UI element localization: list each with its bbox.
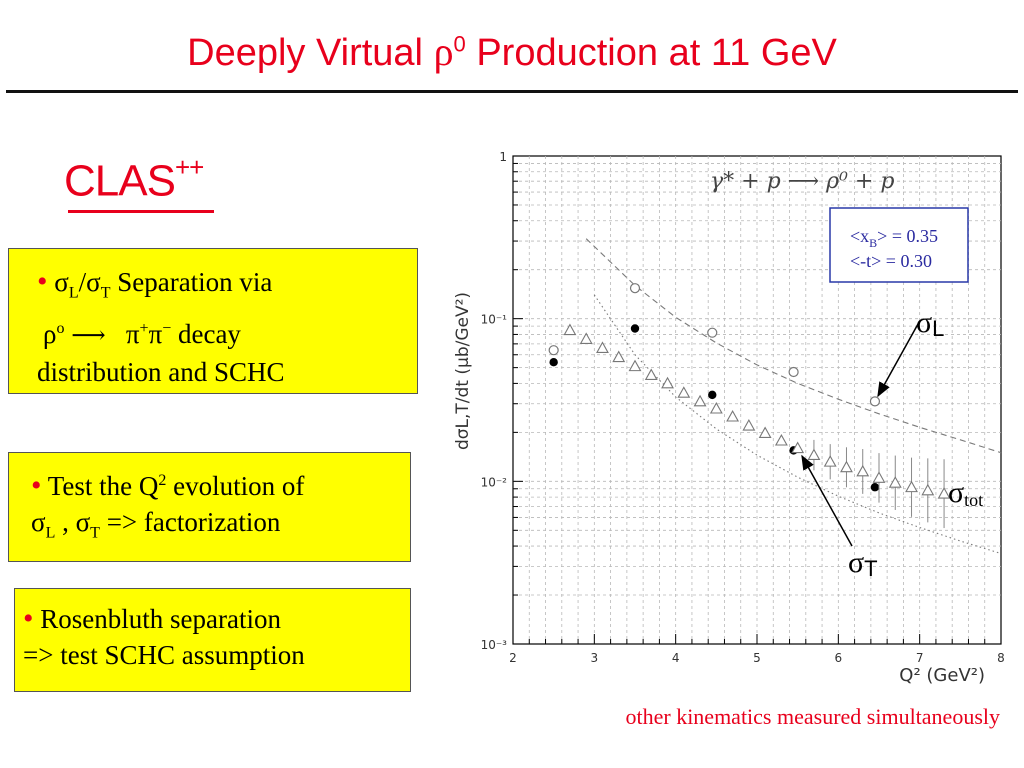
data-point-triangle [644, 368, 658, 381]
sigma-t-arrow [801, 454, 853, 547]
box1-line1: • σL/σT Separation via [37, 265, 273, 302]
bullet-box-q2-evolution: • Test the Q2 evolution of σL , σT => fa… [8, 452, 411, 562]
data-point-triangle [709, 401, 723, 414]
data-point-triangle [921, 483, 935, 496]
kinematics-box [829, 207, 969, 283]
data-point-triangle [677, 386, 691, 398]
x-tick-label: 3 [591, 651, 599, 665]
data-point-filled [549, 357, 558, 367]
data-point-open-circle [869, 396, 881, 407]
title-divider [6, 90, 1018, 93]
y-axis-label: dσL,T/dt (μb/GeV²) [453, 292, 473, 450]
data-point-triangle [579, 332, 593, 344]
reaction-title: γ* + p ⟶ ρ⁰ + p [710, 169, 894, 194]
data-point-open-circle [788, 366, 799, 378]
x-tick-label: 6 [835, 651, 843, 665]
data-point-triangle [791, 441, 805, 454]
data-point-triangle [905, 480, 918, 493]
data-point-triangle [888, 476, 902, 488]
data-point-triangle [774, 433, 788, 446]
data-point-triangle [758, 426, 772, 439]
x-axis-label: Q² (GeV²) [899, 665, 985, 686]
kinematics-xb: <xB> = 0.35 [850, 226, 938, 250]
data-point-triangle [563, 323, 577, 336]
fit-line-σL [585, 238, 1002, 454]
data-point-triangle [596, 341, 609, 353]
fit-curves [585, 238, 1002, 555]
clas-logo-text: CLAS++ [64, 152, 204, 206]
axis-ticks: 2 3 4 5 6 7 8 1 10⁻¹ 10⁻² 10⁻³ [481, 150, 1005, 665]
x-tick-label: 5 [753, 651, 761, 665]
data-point-triangle [661, 376, 674, 389]
y-tick-label: 10⁻² [481, 475, 508, 489]
slide-title: Deeply Virtual ρ0 Production at 11 GeV [187, 29, 837, 74]
sigma-l-label: σL [916, 306, 944, 341]
box2-line2: σL , σT => factorization [31, 507, 281, 542]
y-tick-label: 10⁻¹ [481, 313, 508, 327]
data-point-triangle [856, 464, 870, 477]
box2-line1: • Test the Q2 evolution of [31, 469, 305, 502]
data-point-triangle [612, 350, 626, 363]
data-point-filled [630, 324, 640, 333]
x-tick-label: 2 [509, 651, 517, 665]
data-point-filled [870, 483, 880, 492]
box1-line2: ρo ⟶ π+π− decay [43, 319, 241, 350]
x-tick-label: 4 [672, 651, 680, 665]
bullet-box-rosenbluth: • Rosenbluth separation => test SCHC ass… [14, 588, 411, 692]
box3-line2: => test SCHC assumption [23, 640, 305, 670]
data-point-triangle [872, 471, 886, 483]
y-tick-label: 10⁻³ [481, 638, 508, 652]
data-point-triangle [742, 419, 756, 431]
kinematics-t: <-t> = 0.30 [850, 251, 932, 271]
data-point-open-circle [548, 345, 559, 356]
sigma-t-label: σT [848, 546, 878, 581]
fit-line-σT [593, 294, 1002, 555]
data-point-triangle [937, 487, 951, 499]
data-point-triangle [840, 460, 853, 473]
x-tick-label: 8 [997, 651, 1005, 665]
data-point-open-circle [707, 327, 718, 338]
clas-underline [68, 210, 214, 213]
sigma-l-arrow [877, 323, 919, 398]
data-point-filled [708, 390, 717, 400]
caption-text: other kinematics measured simultaneously [625, 704, 1000, 729]
bullet-box-separation: • σL/σT Separation via ρo ⟶ π+π− decay d… [8, 248, 418, 394]
x-tick-label: 7 [916, 651, 924, 665]
data-point-triangle [823, 455, 837, 467]
box3-line1: • Rosenbluth separation [23, 602, 281, 635]
y-tick-label: 1 [499, 150, 507, 164]
data-point-triangle [628, 359, 642, 372]
box1-line3: distribution and SCHC [37, 357, 285, 388]
data-point-triangle [693, 394, 707, 407]
data-point-open-circle [629, 283, 641, 294]
data-point-triangle [726, 409, 740, 422]
sigma-tot-label: σtot [948, 476, 983, 510]
